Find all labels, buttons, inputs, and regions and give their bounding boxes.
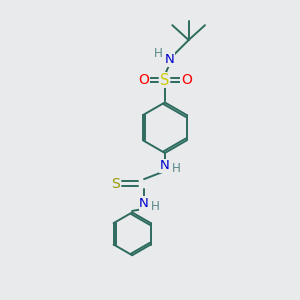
Text: S: S	[160, 73, 170, 88]
Text: N: N	[160, 159, 170, 172]
Text: O: O	[181, 73, 192, 87]
Text: O: O	[138, 73, 149, 87]
Text: H: H	[172, 162, 181, 175]
Text: N: N	[164, 53, 174, 66]
Text: S: S	[111, 177, 120, 190]
Text: N: N	[139, 197, 149, 210]
Text: H: H	[151, 200, 160, 213]
Text: H: H	[154, 47, 163, 61]
